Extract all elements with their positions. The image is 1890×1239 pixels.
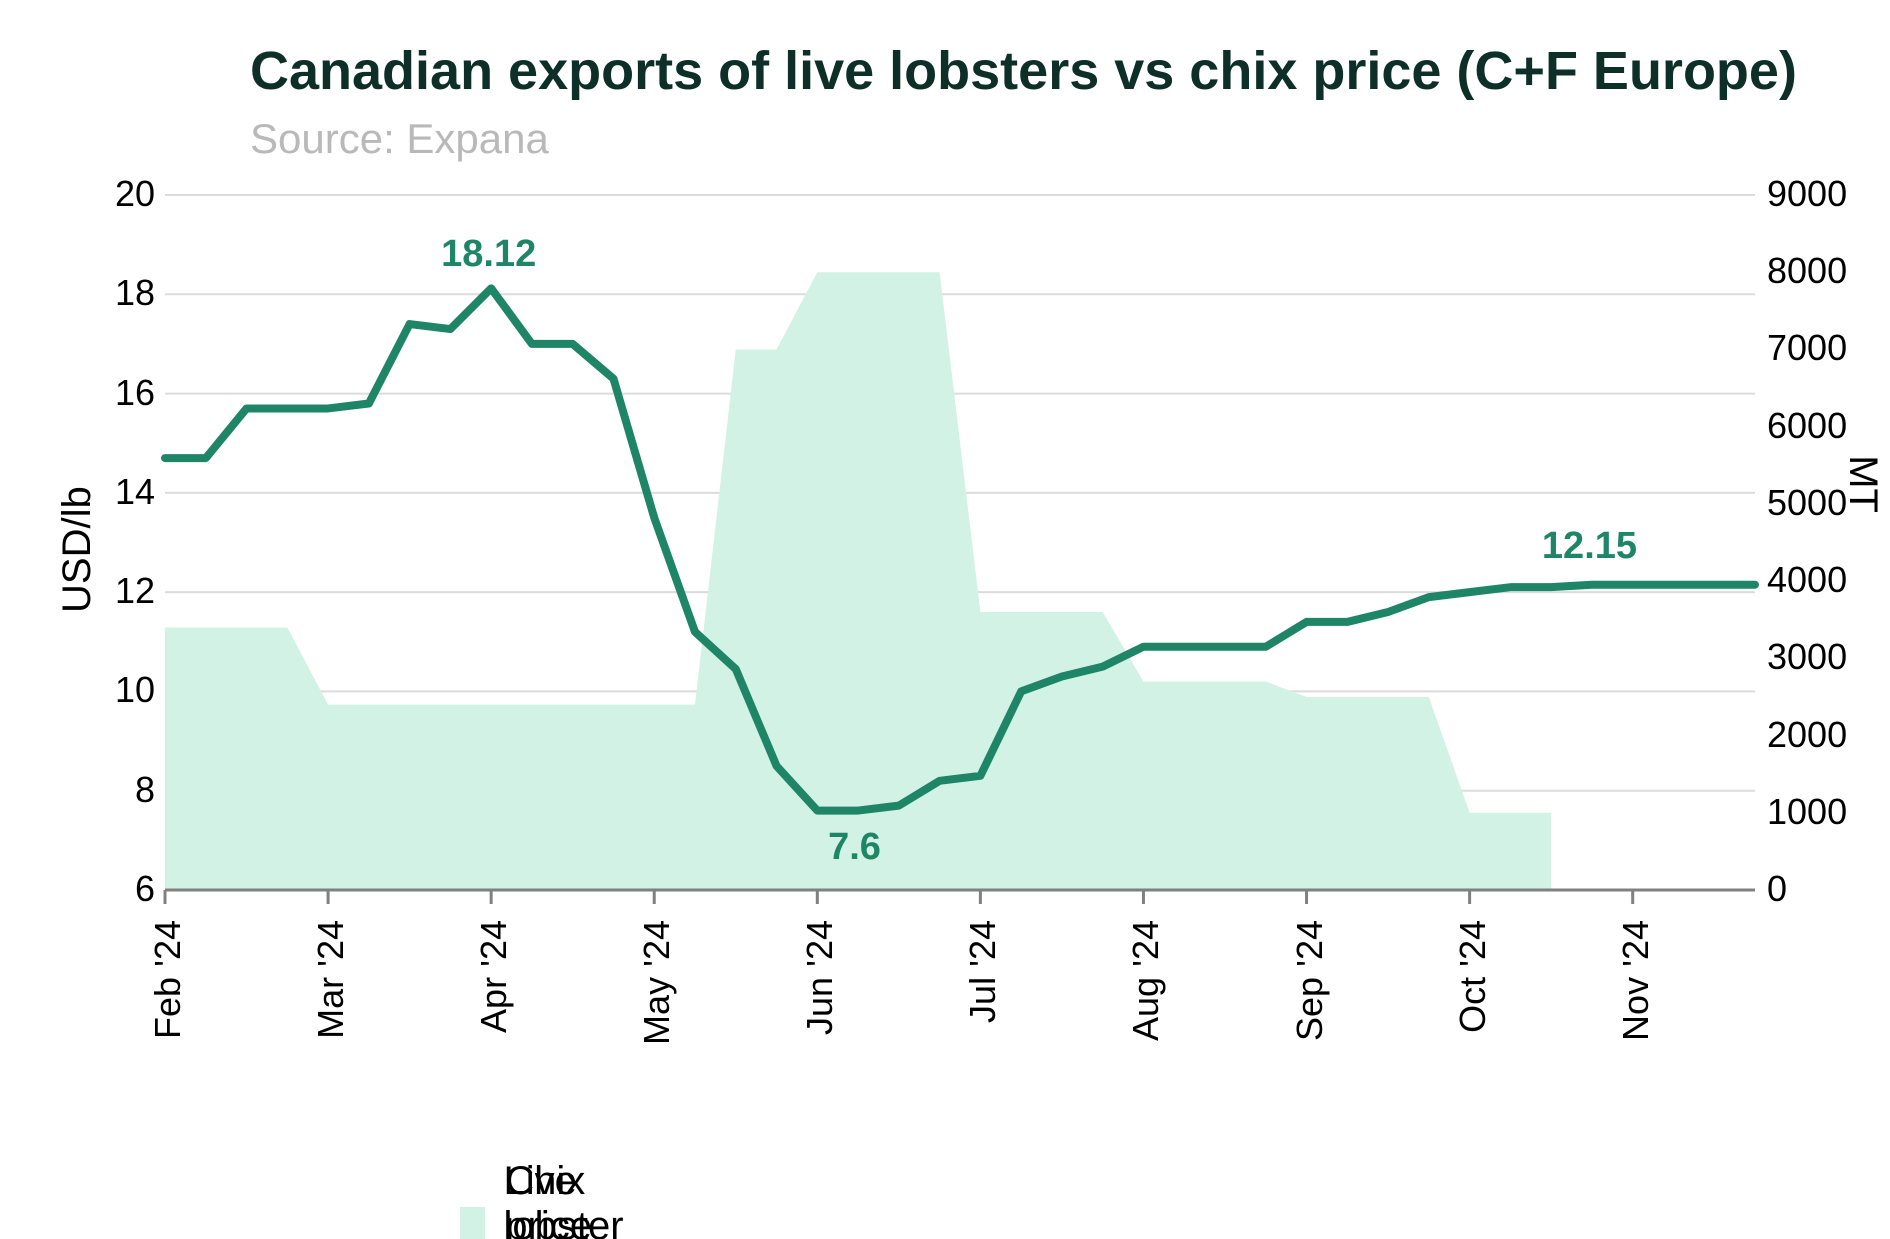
y-right-tick: 3000 (1767, 636, 1847, 678)
y-right-tick: 8000 (1767, 250, 1847, 292)
y-axis-right-label: MT (1840, 455, 1885, 513)
y-left-tick: 8 (85, 769, 155, 811)
x-tick: Jul '24 (962, 920, 1004, 1023)
y-left-tick: 6 (85, 868, 155, 910)
y-left-tick: 18 (85, 272, 155, 314)
x-tick: Jun '24 (799, 920, 841, 1035)
x-tick: Mar '24 (310, 920, 352, 1039)
legend-label: Chix price C+F EU (505, 1159, 634, 1239)
y-right-tick: 5000 (1767, 482, 1847, 524)
plot-area (0, 0, 1890, 1239)
x-tick: Apr '24 (473, 920, 515, 1033)
x-tick: Feb '24 (147, 920, 189, 1039)
x-tick: Nov '24 (1615, 920, 1657, 1041)
y-right-tick: 0 (1767, 868, 1787, 910)
x-tick: Sep '24 (1289, 920, 1331, 1041)
area-series (165, 272, 1551, 890)
y-right-tick: 9000 (1767, 173, 1847, 215)
x-tick: May '24 (636, 920, 678, 1045)
chart-container: Canadian exports of live lobsters vs chi… (0, 0, 1890, 1239)
data-label: 12.15 (1542, 525, 1637, 568)
x-tick: Aug '24 (1125, 920, 1167, 1041)
data-label: 7.6 (828, 826, 881, 869)
data-label: 18.12 (441, 233, 536, 276)
y-axis-left-label: USD/lb (55, 486, 100, 613)
y-right-tick: 6000 (1767, 405, 1847, 447)
y-left-tick: 20 (85, 173, 155, 215)
y-right-tick: 7000 (1767, 327, 1847, 369)
y-right-tick: 1000 (1767, 791, 1847, 833)
y-right-tick: 2000 (1767, 714, 1847, 756)
y-left-tick: 10 (85, 669, 155, 711)
y-right-tick: 4000 (1767, 559, 1847, 601)
legend-item: Chix price C+F EU (460, 1159, 635, 1239)
y-left-tick: 16 (85, 372, 155, 414)
x-tick: Oct '24 (1452, 920, 1494, 1033)
